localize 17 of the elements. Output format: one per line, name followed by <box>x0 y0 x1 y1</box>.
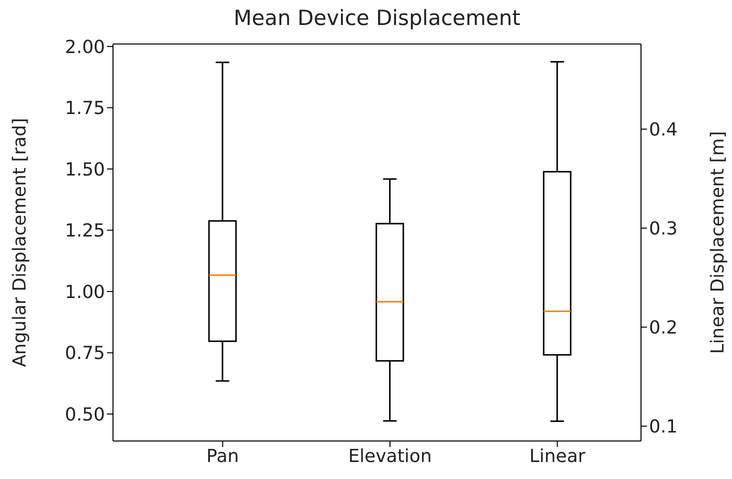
y-tick-label: 0.50 <box>64 404 105 426</box>
y-tick-label: 1.50 <box>64 159 105 180</box>
y-tick-label: 2.00 <box>64 36 105 58</box>
x-tick-label: Linear <box>529 446 586 467</box>
y2-tick-label: 0.3 <box>649 218 678 240</box>
x-tick-label: Elevation <box>348 446 432 467</box>
y2-tick-label: 0.1 <box>649 416 678 438</box>
y-tick-label: 1.75 <box>64 98 105 120</box>
x-tick-label: Pan <box>206 446 239 467</box>
y2-axis-title: Linear Displacement [m] <box>707 131 728 354</box>
y-tick-label: 1.25 <box>64 220 105 242</box>
chart-title: Mean Device Displacement <box>232 6 522 30</box>
y2-tick-label: 0.4 <box>649 120 678 141</box>
y2-tick-label: 0.2 <box>649 318 678 339</box>
y-tick-label: 1.00 <box>64 282 105 303</box>
y-tick-label: 0.75 <box>64 343 105 364</box>
y-axis-title: Angular Displacement [rad] <box>9 118 30 368</box>
